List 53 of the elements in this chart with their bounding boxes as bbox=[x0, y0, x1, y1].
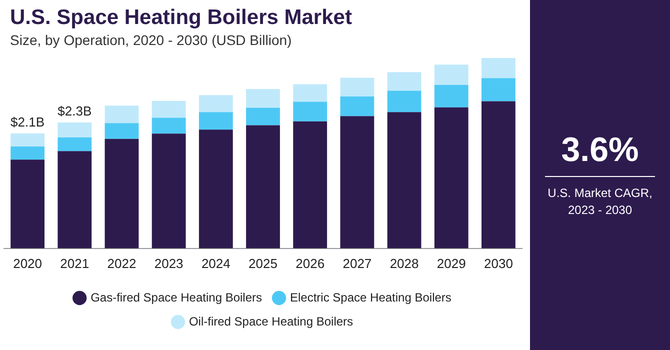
bar bbox=[246, 125, 280, 248]
x-tick-label: 2027 bbox=[342, 256, 372, 271]
x-tick-label: 2026 bbox=[296, 256, 325, 271]
bar bbox=[434, 64, 468, 85]
x-tick-label: 2021 bbox=[60, 256, 90, 271]
bar bbox=[198, 130, 233, 248]
legend-label: Oil-fired Space Heating Boilers bbox=[188, 314, 354, 328]
bar bbox=[340, 78, 374, 96]
legend-label: Electric Space Heating Boilers bbox=[290, 290, 452, 304]
bar bbox=[434, 84, 468, 108]
x-tick-label: 2028 bbox=[390, 256, 419, 271]
bar bbox=[198, 112, 233, 130]
x-tick-label: 2022 bbox=[107, 256, 136, 271]
bar bbox=[152, 118, 186, 134]
bar bbox=[293, 121, 328, 248]
bar bbox=[387, 90, 422, 112]
bar bbox=[58, 137, 92, 152]
legend-label: Gas-fired Space Heating Boilers bbox=[90, 290, 262, 304]
bar bbox=[58, 151, 92, 248]
x-tick-label: 2025 bbox=[248, 256, 278, 271]
bar bbox=[246, 108, 280, 126]
bar bbox=[152, 134, 186, 248]
bar bbox=[293, 102, 328, 122]
bar bbox=[387, 112, 422, 248]
bar bbox=[104, 123, 139, 139]
x-tick-label: 2023 bbox=[154, 256, 184, 271]
bar bbox=[293, 84, 328, 102]
text: 3.6% bbox=[545, 131, 655, 178]
x-tick-label: 2024 bbox=[201, 256, 230, 271]
x-tick-label: 2030 bbox=[484, 256, 513, 271]
bar bbox=[482, 101, 516, 248]
annotation: $2.3B bbox=[58, 104, 92, 119]
bar bbox=[340, 116, 374, 248]
bar bbox=[10, 133, 44, 147]
bar bbox=[482, 78, 516, 102]
bar bbox=[152, 100, 186, 118]
x-tick-label: 2020 bbox=[13, 256, 42, 271]
bar bbox=[246, 89, 280, 108]
chart-subtitle: Size, by Operation, 2020 - 2030 (USD Billion) bbox=[10, 32, 293, 48]
chart-title: U.S. Space Heating Boilers Market bbox=[10, 6, 353, 30]
bar bbox=[58, 122, 92, 138]
bar bbox=[387, 72, 422, 91]
bar bbox=[340, 96, 374, 116]
bar bbox=[104, 106, 139, 124]
bar bbox=[482, 58, 516, 78]
bar bbox=[198, 95, 233, 112]
bar bbox=[104, 138, 139, 248]
text: U.S. Market CAGR, 2023 - 2030 bbox=[546, 185, 654, 219]
x-tick-label: 2029 bbox=[436, 256, 466, 271]
bar bbox=[10, 146, 44, 160]
bar bbox=[10, 160, 44, 248]
annotation: $2.1B bbox=[10, 114, 45, 130]
bar bbox=[434, 107, 468, 248]
